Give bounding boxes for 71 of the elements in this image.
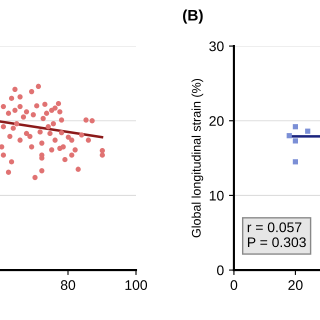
point (100, 152, 105, 158)
point (34, 103, 40, 108)
x-tick-label: 100 (125, 280, 148, 290)
point (83, 117, 89, 123)
point (8, 96, 14, 101)
point (86, 138, 91, 143)
point (32, 174, 38, 180)
point (36, 84, 42, 89)
point (286, 133, 292, 138)
annotation: r = 0.057 P = 0.303 (248, 222, 306, 248)
point (42, 102, 48, 107)
point (17, 94, 23, 100)
y-axis-title: Global longitudinal strain (%) (192, 78, 204, 238)
point (44, 110, 50, 116)
point (57, 109, 62, 114)
point (12, 86, 18, 92)
point (38, 129, 43, 135)
point (6, 110, 12, 116)
point (76, 166, 81, 172)
point (20, 114, 26, 120)
point (72, 147, 78, 152)
point (0, 104, 6, 110)
point (6, 170, 12, 175)
point (66, 134, 71, 140)
point (47, 130, 53, 136)
point (14, 121, 20, 126)
point (50, 121, 56, 126)
point (39, 168, 44, 174)
y-tick-label: 20 (209, 116, 224, 126)
point (8, 159, 14, 164)
y-tick-label: 0 (217, 265, 224, 276)
x-tick-label: 0 (230, 280, 238, 290)
point (69, 152, 74, 158)
point (49, 147, 54, 152)
chart-title: (B) (183, 9, 203, 24)
point (90, 118, 95, 124)
point (305, 128, 310, 134)
point (0, 144, 4, 150)
point (29, 89, 34, 94)
point (17, 138, 23, 143)
point (29, 144, 34, 150)
point (30, 112, 36, 118)
point (58, 130, 64, 136)
x-tick-label: 80 (60, 280, 76, 290)
y-tick-label: 10 (210, 190, 224, 201)
point (17, 104, 23, 110)
point (7, 134, 12, 140)
point (40, 116, 46, 122)
x-tick-label: 20 (288, 280, 303, 290)
point (39, 140, 44, 146)
point (58, 117, 64, 123)
point (52, 105, 58, 111)
point (24, 109, 30, 114)
point (79, 132, 84, 138)
point (27, 134, 33, 140)
point (292, 124, 298, 130)
point (69, 138, 74, 143)
point (0, 124, 6, 130)
point (24, 130, 30, 136)
point (100, 148, 105, 154)
point (292, 138, 298, 144)
point (46, 124, 51, 130)
point (12, 108, 18, 113)
point (10, 126, 16, 131)
point (56, 100, 62, 106)
point (62, 156, 68, 162)
point (60, 144, 66, 150)
y-tick-label: 30 (209, 41, 224, 52)
point (0, 152, 6, 158)
point (52, 138, 58, 143)
point (292, 159, 298, 164)
